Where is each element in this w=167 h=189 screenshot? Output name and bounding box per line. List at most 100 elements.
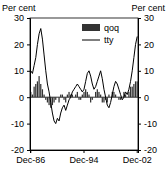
- bar: [58, 97, 59, 102]
- tick: -10: [11, 119, 30, 129]
- bar: [77, 92, 78, 97]
- y2-axis-title: Per cent: [131, 3, 165, 13]
- bar: [87, 92, 88, 97]
- legend-label: qoq: [104, 23, 119, 33]
- bar: [62, 95, 63, 98]
- bar: [102, 97, 103, 102]
- bar: [42, 89, 43, 97]
- tick-label: 30: [14, 13, 24, 23]
- bar: [38, 76, 39, 97]
- bar: [82, 95, 83, 98]
- bar: [100, 95, 101, 98]
- legend: qoq tty: [82, 23, 119, 45]
- y2-axis: -20-100102030: [138, 13, 157, 155]
- tick-mark: [27, 124, 30, 125]
- tick-mark: [27, 71, 30, 72]
- bar: [98, 92, 99, 97]
- tick-mark: [137, 150, 138, 153]
- bar: [45, 97, 46, 100]
- bar: [108, 95, 109, 98]
- tick: Dec-86: [16, 150, 45, 165]
- bar: [85, 89, 86, 97]
- bar: [117, 97, 118, 98]
- bar: [90, 97, 91, 102]
- bar: [92, 97, 93, 100]
- bar: [68, 92, 69, 97]
- tick: Dec-94: [69, 150, 98, 165]
- tick-label: 20: [144, 40, 154, 50]
- legend-label: tty: [104, 35, 114, 45]
- bar: [37, 81, 38, 97]
- tick-mark: [138, 124, 141, 125]
- bar: [88, 95, 89, 98]
- bar: [75, 95, 76, 98]
- bar: [67, 95, 68, 98]
- tick-mark: [27, 18, 30, 19]
- tick: -10: [138, 119, 157, 129]
- tick-label: Dec-02: [123, 155, 152, 165]
- bar: [73, 97, 74, 98]
- bar: [137, 81, 138, 97]
- bar: [103, 97, 104, 102]
- bar: [95, 92, 96, 97]
- bar: [93, 97, 94, 98]
- tick-label: 20: [14, 40, 24, 50]
- axis-line: [31, 151, 139, 154]
- legend-swatch: [82, 40, 100, 41]
- tick-mark: [27, 97, 30, 98]
- tick-mark: [138, 97, 141, 98]
- bar: [130, 87, 131, 98]
- tick-label: -10: [11, 119, 24, 129]
- bar: [40, 84, 41, 97]
- legend-swatch: [82, 24, 100, 31]
- bar: [52, 97, 53, 105]
- plot-frame: [30, 18, 138, 150]
- tick-label: 0: [144, 93, 149, 103]
- bar: [43, 95, 44, 98]
- bar: [128, 92, 129, 97]
- bar: [83, 92, 84, 97]
- bar: [132, 87, 133, 98]
- bar: [127, 97, 128, 98]
- bar: [60, 95, 61, 98]
- bar: [97, 89, 98, 97]
- bar: [63, 97, 64, 100]
- tick: 10: [138, 66, 154, 76]
- bar: [53, 97, 54, 102]
- tick-label: 10: [144, 66, 154, 76]
- tick-label: 10: [14, 66, 24, 76]
- bar: [35, 84, 36, 97]
- tick-mark: [30, 150, 31, 153]
- tick-mark: [138, 71, 141, 72]
- axis-line: [139, 19, 142, 151]
- bar: [115, 95, 116, 98]
- line: [31, 29, 137, 124]
- tick: 20: [14, 40, 30, 50]
- x-axis: Dec-86 Dec-94 Dec-02: [16, 150, 151, 165]
- bar: [113, 92, 114, 97]
- bar: [33, 87, 34, 98]
- chart-svg: -20-100102030-20-100102030Dec-86Dec-94De…: [0, 0, 167, 189]
- tick: 20: [138, 40, 154, 50]
- y-axis: -20 -10 0 10 20 30: [11, 13, 31, 155]
- bar: [47, 97, 48, 102]
- tick: -20: [138, 145, 157, 155]
- tick: 10: [14, 66, 30, 76]
- bar: [55, 97, 56, 100]
- plot-marks: [30, 29, 138, 124]
- bar: [78, 97, 79, 100]
- bar: [57, 97, 58, 98]
- tick: -20: [11, 145, 30, 155]
- tick: Dec-02: [123, 150, 152, 165]
- chart-container: -20-100102030-20-100102030Dec-86Dec-94De…: [0, 0, 167, 189]
- tick-label: -10: [144, 119, 157, 129]
- bar: [135, 81, 136, 97]
- tick-label: -20: [144, 145, 157, 155]
- tick-label: 0: [19, 93, 24, 103]
- bar: [48, 97, 49, 105]
- tick-mark: [27, 44, 30, 45]
- bar: [65, 97, 66, 102]
- y-axis-title: Per cent: [2, 3, 36, 13]
- tick-label: Dec-94: [69, 155, 98, 165]
- bar: [32, 95, 33, 98]
